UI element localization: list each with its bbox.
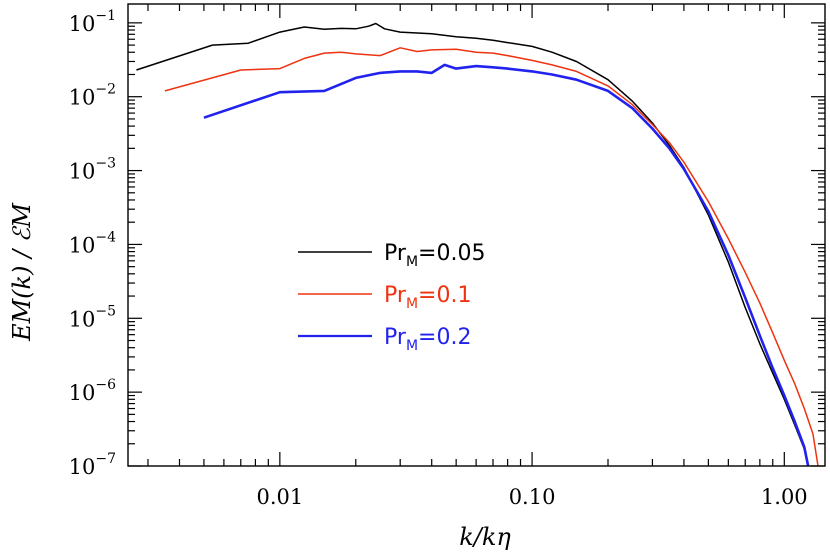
y-tick-label: 10−4 — [69, 229, 116, 257]
y-tick-label: 10−6 — [69, 377, 116, 405]
legend-label-1: PrM=0.1 — [384, 283, 471, 312]
y-tick-label: 10−1 — [69, 8, 116, 36]
tick-layer: 0.01 0.10 1.00 10−1 10−2 10−3 10−4 10−5 10−6 10−7 — [69, 4, 825, 509]
series-line-0 — [136, 22, 809, 466]
series-line-1 — [164, 47, 819, 466]
y-tick-label: 10−3 — [69, 156, 116, 184]
legend: PrM=0.05 PrM=0.1 PrM=0.2 — [298, 241, 485, 354]
y-tick-label: 10−5 — [69, 303, 116, 331]
legend-label-2: PrM=0.2 — [384, 325, 471, 354]
x-tick-label: 0.01 — [256, 485, 303, 509]
y-tick-label: 10−7 — [69, 451, 116, 479]
y-tick-label: 10−2 — [69, 82, 116, 110]
x-axis-title: k/kη — [459, 523, 511, 551]
y-axis-title: EM(k) / ℰM — [8, 202, 36, 342]
x-tick-label: 0.10 — [509, 485, 556, 509]
x-tick-label: 1.00 — [761, 485, 808, 509]
series-line-2 — [203, 63, 810, 466]
series-layer — [136, 22, 819, 466]
legend-label-0: PrM=0.05 — [384, 241, 485, 270]
